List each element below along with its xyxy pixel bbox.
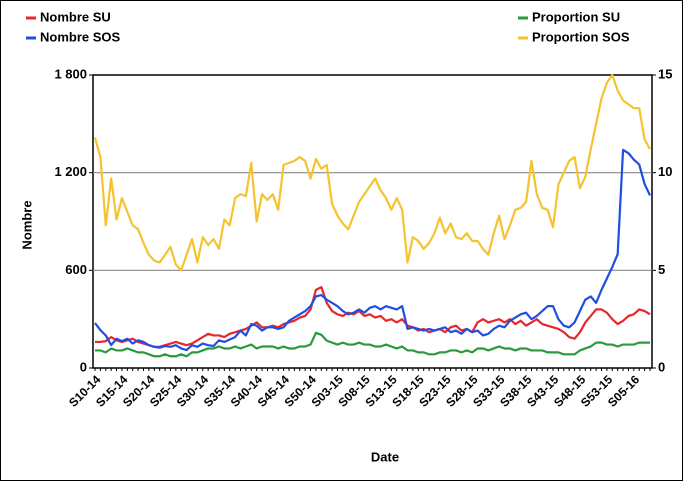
series-line	[95, 286, 651, 348]
y-tick-label: 0	[80, 359, 87, 374]
y2-tick-label: 10	[658, 164, 672, 179]
y2-tick-label: 5	[658, 262, 665, 277]
series-line	[95, 331, 650, 358]
y2-tick-label: 0	[658, 359, 665, 374]
series-line	[94, 148, 651, 352]
y-tick-label: 600	[65, 262, 87, 277]
legend-label: Nombre SU	[40, 9, 111, 24]
y2-tick-label: 15	[658, 66, 672, 81]
x-axis-title: Date	[371, 449, 399, 464]
y-axis-title: Nombre	[19, 200, 34, 249]
legend-label: Proportion SU	[532, 9, 620, 24]
y-tick-label: 1 800	[54, 66, 87, 81]
legend-label: Nombre SOS	[40, 29, 121, 44]
plot-area	[92, 74, 653, 369]
legend-label: Proportion SOS	[532, 29, 630, 44]
y-tick-label: 1 200	[54, 164, 87, 179]
series-line	[93, 73, 651, 272]
